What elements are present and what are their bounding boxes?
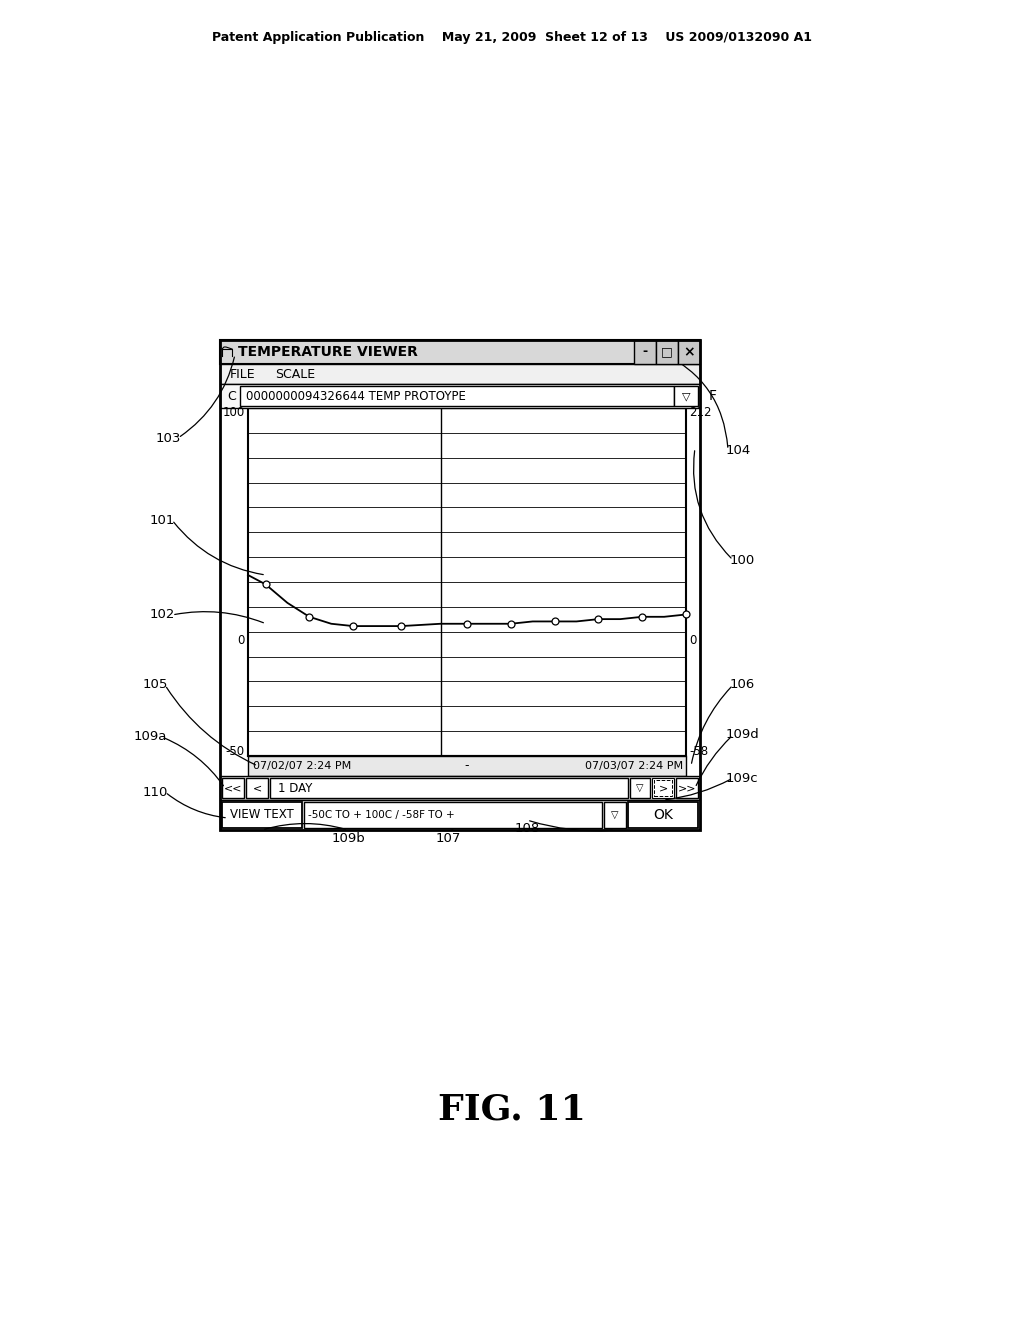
Bar [222,777,244,799]
Text: >>: >> [678,783,696,793]
Text: 07/03/07 2:24 PM: 07/03/07 2:24 PM [585,762,683,771]
Text: -58: -58 [689,744,709,758]
Bar [220,341,700,830]
Bar [246,777,268,799]
Text: 106: 106 [729,678,755,692]
Bar [222,803,302,828]
Text: 07/02/07 2:24 PM: 07/02/07 2:24 PM [253,762,351,771]
Bar [220,800,700,830]
Text: 212: 212 [689,407,712,418]
Bar [652,777,674,799]
Text: 108: 108 [514,821,540,834]
Text: 100: 100 [223,407,245,418]
Text: 110: 110 [142,785,168,799]
Bar [270,777,628,799]
Text: 109b: 109b [331,832,365,845]
Bar [654,780,672,796]
Text: 105: 105 [142,678,168,692]
Bar [220,364,700,384]
Bar [220,341,700,364]
Text: C: C [227,389,236,403]
Text: 0: 0 [689,634,696,647]
Text: 100: 100 [729,553,755,566]
Text: OK: OK [653,808,673,822]
Text: TEMPERATURE VIEWER: TEMPERATURE VIEWER [238,345,418,359]
Text: 107: 107 [435,832,461,845]
Bar [220,384,700,408]
Text: FIG. 11: FIG. 11 [438,1093,586,1127]
Text: □: □ [662,346,673,359]
Bar [676,777,698,799]
Text: 0: 0 [238,634,245,647]
Text: ▽: ▽ [636,783,644,793]
Text: -50: -50 [226,744,245,758]
Text: 0000000094326644 TEMP PROTOYPE: 0000000094326644 TEMP PROTOYPE [246,389,466,403]
Bar [220,776,700,800]
Text: 1 DAY: 1 DAY [278,781,312,795]
Bar [678,341,700,364]
Text: VIEW TEXT: VIEW TEXT [230,808,294,821]
Text: 102: 102 [150,609,175,622]
Text: ▽: ▽ [682,391,690,401]
Bar [240,385,674,407]
Text: 109a: 109a [133,730,167,743]
Text: 101: 101 [150,513,175,527]
Bar [634,341,656,364]
Text: 109d: 109d [725,729,759,742]
Text: SCALE: SCALE [275,367,315,380]
Text: Patent Application Publication    May 21, 2009  Sheet 12 of 13    US 2009/013209: Patent Application Publication May 21, 2… [212,30,812,44]
Bar [248,756,686,776]
Text: ×: × [683,345,695,359]
Bar [630,777,650,799]
Text: 103: 103 [156,432,180,445]
Text: 109c: 109c [726,771,759,784]
Text: <: < [252,783,261,793]
Text: 104: 104 [725,444,751,457]
Bar [604,803,626,828]
Bar [304,803,602,828]
Text: ▽: ▽ [611,810,618,820]
Bar [674,385,698,407]
Text: F: F [709,389,717,403]
Text: -: - [465,759,469,772]
Bar [656,341,678,364]
Text: FILE: FILE [230,367,256,380]
Bar [248,408,686,756]
Text: <<: << [224,783,243,793]
Text: -: - [642,346,647,359]
Bar [628,803,698,828]
Text: >: > [658,783,668,793]
Text: -50C TO + 100C / -58F TO +: -50C TO + 100C / -58F TO + [308,810,455,820]
